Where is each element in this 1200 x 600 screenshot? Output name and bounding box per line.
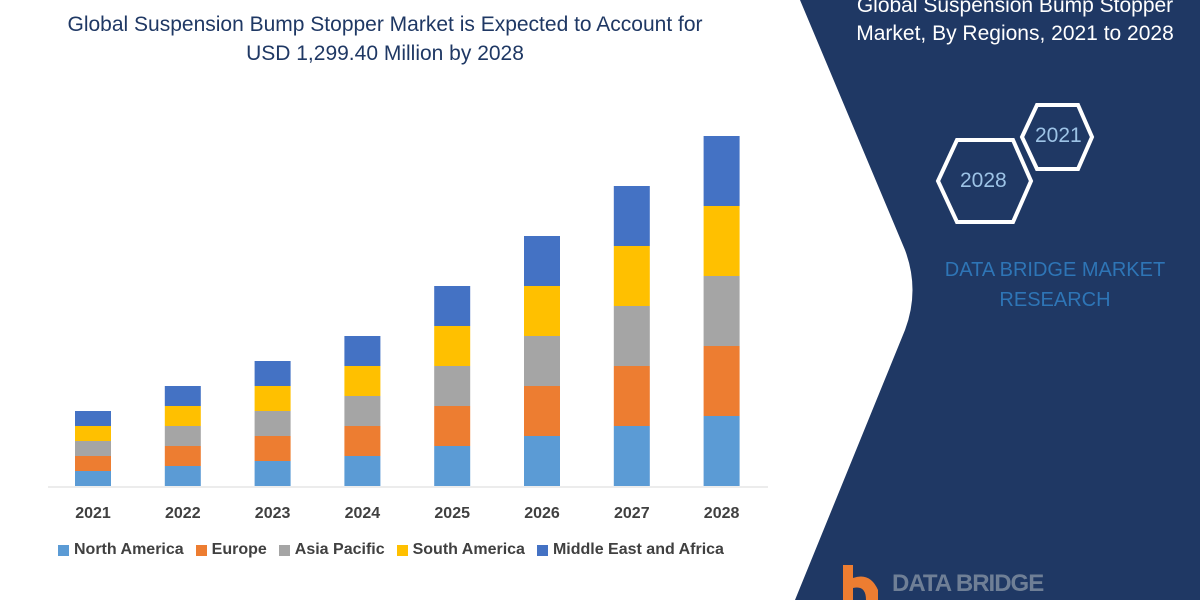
logo-icon — [843, 565, 878, 600]
bar-2021-north-america — [75, 471, 111, 486]
bar-2021-south-america — [75, 426, 111, 441]
bar-2026-middle-east-and-africa — [524, 236, 560, 286]
bar-2024-europe — [344, 426, 381, 456]
bar-2022-europe — [164, 446, 201, 466]
hex-label-end: 2028 — [960, 169, 1007, 192]
bar-2022-north-america — [164, 466, 201, 486]
bar-2026-south-america — [524, 286, 560, 336]
bar-2022-south-america — [164, 406, 201, 426]
x-tick-label: 2026 — [524, 505, 560, 522]
legend-swatch — [58, 544, 69, 556]
bar-2025-asia-pacific — [434, 366, 471, 406]
legend: North America Europe Asia Pacific South Ame… — [58, 541, 724, 559]
chart-title: Global Suspension Bump Stopper Market is… — [67, 13, 703, 65]
bar-2028-asia-pacific — [703, 276, 740, 346]
brand-text: DATA BRIDGE MARKET RESEARCH — [944, 259, 1166, 311]
legend-item: South America — [396, 541, 525, 559]
bar-2024-asia-pacific — [344, 396, 381, 426]
legend-item: North America — [58, 541, 184, 559]
bar-2028-middle-east-and-africa — [703, 136, 740, 206]
bar-2023-south-america — [254, 386, 291, 411]
legend-label: North America — [74, 541, 184, 558]
legend-swatch — [278, 544, 290, 556]
legend-swatch — [396, 544, 408, 556]
bar-2025-europe — [434, 406, 471, 446]
bar-2025-middle-east-and-africa — [434, 286, 471, 326]
x-tick-label: 2024 — [345, 505, 381, 522]
bar-2022-middle-east-and-africa — [164, 386, 201, 406]
x-tick-label: 2027 — [614, 505, 650, 522]
bar-2027-south-america — [613, 246, 650, 306]
bar-2028-south-america — [703, 206, 740, 276]
bar-2026-north-america — [524, 436, 560, 486]
panel-title: Global Suspension Bump Stopper Market, B… — [856, 0, 1174, 45]
legend-label: Asia Pacific — [294, 541, 385, 558]
bar-2027-north-america — [613, 426, 650, 486]
legend-item: Asia Pacific — [278, 541, 385, 559]
bar-2027-middle-east-and-africa — [613, 186, 650, 246]
legend-swatch — [536, 544, 548, 556]
bar-2025-south-america — [434, 326, 471, 366]
bar-2028-europe — [703, 346, 740, 416]
logo-text: DATA BRIDGE — [892, 570, 1044, 597]
x-tick-label: 2023 — [255, 505, 291, 522]
x-tick-label: 2028 — [704, 505, 740, 522]
legend-item: Europe — [195, 541, 267, 559]
legend-label: Europe — [211, 541, 267, 558]
hex-label-start: 2021 — [1035, 124, 1082, 147]
bar-2024-middle-east-and-africa — [344, 336, 381, 366]
hexagon-2021 — [1019, 103, 1095, 171]
bar-2024-south-america — [344, 366, 381, 396]
bar-2026-asia-pacific — [524, 336, 560, 386]
legend-label: South America — [412, 541, 525, 558]
bar-2023-asia-pacific — [254, 411, 291, 436]
bar-2022-asia-pacific — [164, 426, 201, 446]
bar-2023-north-america — [254, 461, 291, 486]
bar-2028-north-america — [703, 416, 740, 486]
legend-item: Middle East and Africa — [536, 541, 724, 559]
bar-2021-europe — [75, 456, 111, 471]
bar-2026-europe — [524, 386, 560, 436]
bar-2027-europe — [613, 366, 650, 426]
bar-2027-asia-pacific — [613, 306, 650, 366]
x-tick-label: 2022 — [165, 505, 201, 522]
hexagon-2028 — [935, 138, 1034, 224]
legend-label: Middle East and Africa — [552, 541, 724, 558]
bar-2025-north-america — [434, 446, 471, 486]
bar-2023-middle-east-and-africa — [254, 361, 291, 386]
bar-2024-north-america — [344, 456, 381, 486]
x-tick-label: 2021 — [75, 505, 111, 522]
stacked-bar-chart: 2021 2022 2023 2024 2025 2026 2027 2028 — [48, 136, 768, 522]
bar-2021-asia-pacific — [75, 441, 111, 456]
x-tick-label: 2025 — [434, 505, 470, 522]
bar-2023-europe — [254, 436, 291, 461]
legend-swatch — [195, 544, 207, 556]
bar-2021-middle-east-and-africa — [75, 411, 111, 426]
